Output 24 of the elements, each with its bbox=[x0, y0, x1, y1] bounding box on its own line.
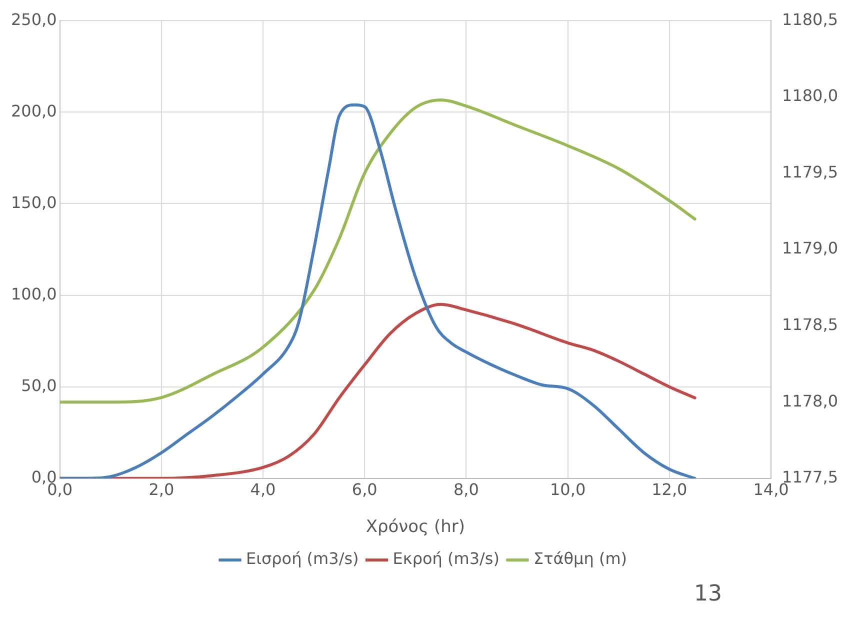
x-tick-label: 8,0 bbox=[453, 480, 479, 500]
y2-tick-label: 1180,0 bbox=[782, 86, 838, 106]
legend-label: Στάθμη (m) bbox=[533, 549, 628, 568]
x-tick-label: 6,0 bbox=[352, 480, 378, 500]
line-series bbox=[60, 98, 696, 404]
y-tick-label: 50,0 bbox=[21, 376, 57, 395]
text: 13 bbox=[694, 582, 722, 607]
y-tick-label: 250,0 bbox=[10, 10, 57, 29]
x-tick-label: 2,0 bbox=[148, 480, 174, 500]
legend-label: Εισροή (m3/s) bbox=[246, 549, 359, 568]
y2-tick-label: 1178,0 bbox=[782, 391, 838, 410]
x-tick-label: 10,0 bbox=[550, 480, 586, 500]
y2-tick-label: 1179,5 bbox=[782, 162, 838, 182]
x-tick-label: 12,0 bbox=[652, 480, 688, 500]
y-tick-label: 100,0 bbox=[10, 284, 57, 304]
y2-tick-label: 1179,0 bbox=[782, 238, 838, 258]
y-tick-label: 150,0 bbox=[10, 192, 57, 212]
x-axis-title: Χρόνος (hr) bbox=[366, 517, 465, 538]
y2-tick-label: 1180,5 bbox=[782, 10, 838, 29]
line-series bbox=[60, 103, 696, 478]
x-tick-label: 4,0 bbox=[250, 480, 276, 500]
y2-tick-label: 1178,5 bbox=[782, 314, 838, 334]
y-tick-label: 200,0 bbox=[10, 101, 57, 120]
legend-label: Εκροή (m3/s) bbox=[392, 549, 500, 568]
